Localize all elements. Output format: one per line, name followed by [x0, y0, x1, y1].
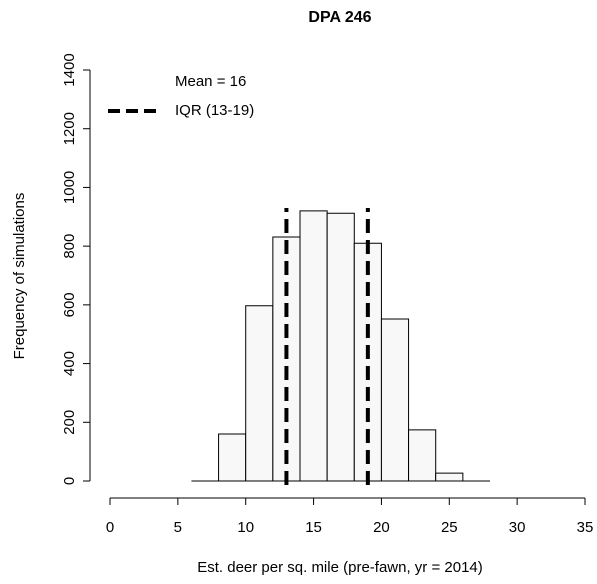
legend-label: Mean = 16	[175, 73, 246, 90]
bar	[218, 433, 247, 482]
x-tick-label: 15	[305, 519, 322, 536]
chart-title: DPA 246	[308, 9, 371, 26]
x-tick-label: 25	[441, 519, 458, 536]
bar	[408, 429, 437, 482]
x-tick-label: 5	[174, 519, 182, 536]
bar	[380, 318, 410, 482]
x-axis-label: Est. deer per sq. mile (pre-fawn, yr = 2…	[197, 559, 483, 576]
bar	[435, 472, 464, 482]
y-tick-label: 400	[61, 351, 78, 376]
legend-label: IQR (13-19)	[175, 102, 254, 119]
x-tick-label: 30	[509, 519, 526, 536]
bar	[326, 212, 355, 482]
x-tick-label: 0	[106, 519, 114, 536]
y-tick-label: 0	[61, 477, 78, 485]
y-tick-label: 1200	[61, 112, 78, 145]
y-tick-label: 600	[61, 292, 78, 317]
y-tick-label: 200	[61, 410, 78, 435]
bar	[353, 242, 382, 482]
x-tick-label: 10	[237, 519, 254, 536]
y-tick-label: 800	[61, 234, 78, 259]
x-tick-label: 35	[577, 519, 594, 536]
y-tick-label: 1000	[61, 171, 78, 204]
bar	[245, 305, 274, 482]
x-tick-label: 20	[373, 519, 390, 536]
bar	[299, 210, 328, 482]
y-axis-label: Frequency of simulations	[11, 193, 28, 360]
y-tick-label: 1400	[61, 53, 78, 86]
